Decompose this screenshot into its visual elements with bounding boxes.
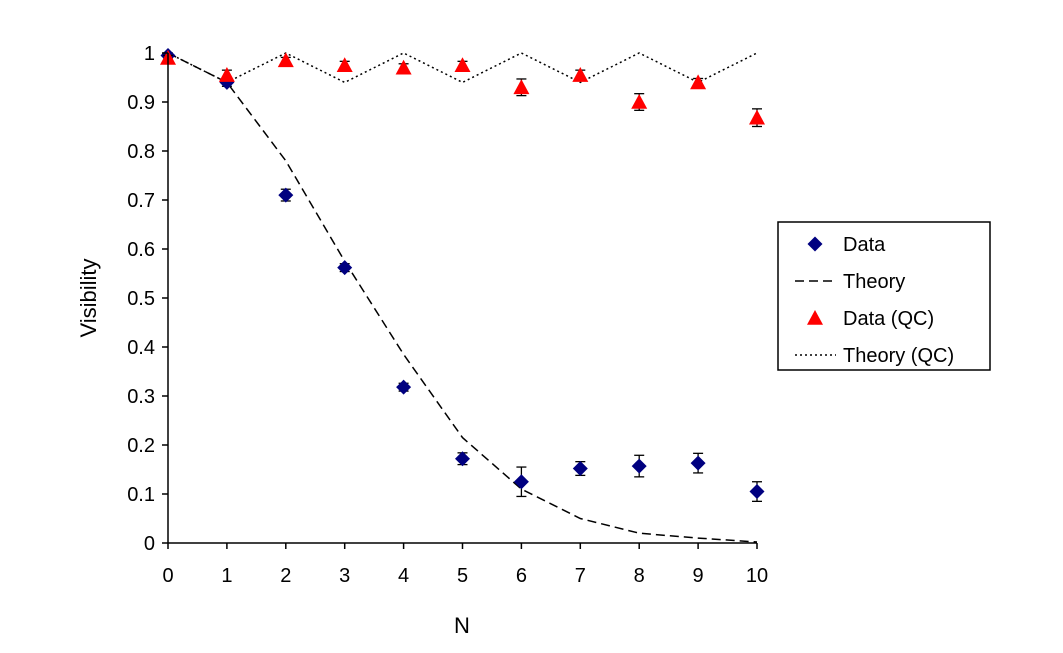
data-qc-point [631,93,648,111]
y-tick-label: 0.1 [127,484,155,506]
data-point [690,452,706,474]
theory-line [167,52,758,543]
data-point [513,466,529,498]
data-qc-marker [572,67,589,82]
data-qc-marker [513,79,530,95]
data-qc-point [454,57,471,73]
legend-label: Data (QC) [843,308,934,330]
data-marker [278,187,294,203]
data-qc-point [690,74,707,90]
legend-symbol [807,236,823,252]
y-tick-label: 0.5 [127,288,155,310]
data-qc-marker [690,74,707,90]
legend-label: Theory [843,271,905,293]
data-qc-point [277,52,294,68]
legend-entry: Theory [795,271,905,293]
x-tick-label: 4 [398,565,409,587]
x-tick-label: 10 [746,565,768,587]
x-tick-label: 2 [280,565,291,587]
legend-label: Data [843,234,886,256]
x-tick-label: 7 [575,565,586,587]
legend-symbol [807,310,823,325]
legend: Data Theory Data (QC) Theory (QC) [777,221,991,371]
data-qc-marker [454,57,471,73]
y-tick-label: 0.2 [127,435,155,457]
data-marker [572,461,588,477]
legend-entry: Data (QC) [807,308,934,330]
plot-area [160,47,765,543]
x-tick-label: 1 [221,565,232,587]
y-tick-label: 0.4 [127,337,155,359]
data-point [631,454,647,478]
x-tick-label: 6 [516,565,527,587]
legend-entry: Theory (QC) [795,345,954,367]
data-qc-point [395,59,412,75]
x-tick-label: 8 [634,565,645,587]
data-marker [337,260,353,276]
data-qc-marker [218,67,235,82]
data-point [337,260,353,276]
x-axis-title: N [454,613,470,638]
data-point [278,187,294,203]
y-tick-label: 0.3 [127,386,155,408]
data-marker [455,451,470,467]
data-marker [513,474,529,490]
data-marker [631,458,647,474]
data-qc-point [749,108,765,128]
data-marker [690,455,706,471]
data-qc-marker [336,57,353,73]
y-tick-label: 0.7 [127,190,155,212]
data-qc-point [572,67,589,82]
x-tick-label: 5 [457,565,468,587]
data-qc-point [513,78,530,97]
x-tick-label: 3 [339,565,350,587]
data-point [396,379,412,395]
data-qc-marker [277,52,294,68]
y-tick-label: 0.8 [127,141,155,163]
y-axis-title: Visibility [76,258,101,337]
data-qc-marker [749,109,765,125]
y-tick-label: 1 [144,43,155,65]
data-point [455,451,470,467]
y-tick-label: 0.9 [127,92,155,114]
axes: 00.10.20.30.40.50.60.70.80.910 1 2 3 4 5 6 7 8 9 1… [127,43,768,587]
data-qc-point [218,67,235,82]
x-tick-label: 0 [162,565,173,587]
x-tick-label: 9 [693,565,704,587]
y-tick-label: 0 [144,533,155,555]
data-point [749,481,765,503]
data-marker [396,379,412,395]
data-point [572,461,588,477]
data-qc-point [336,57,353,73]
data-qc-marker [631,94,648,109]
y-tick-label: 0.6 [127,239,155,261]
legend-label: Theory (QC) [843,345,954,367]
legend-entry: Data [807,234,886,256]
data-marker [749,484,765,500]
data-qc-marker [395,59,412,75]
